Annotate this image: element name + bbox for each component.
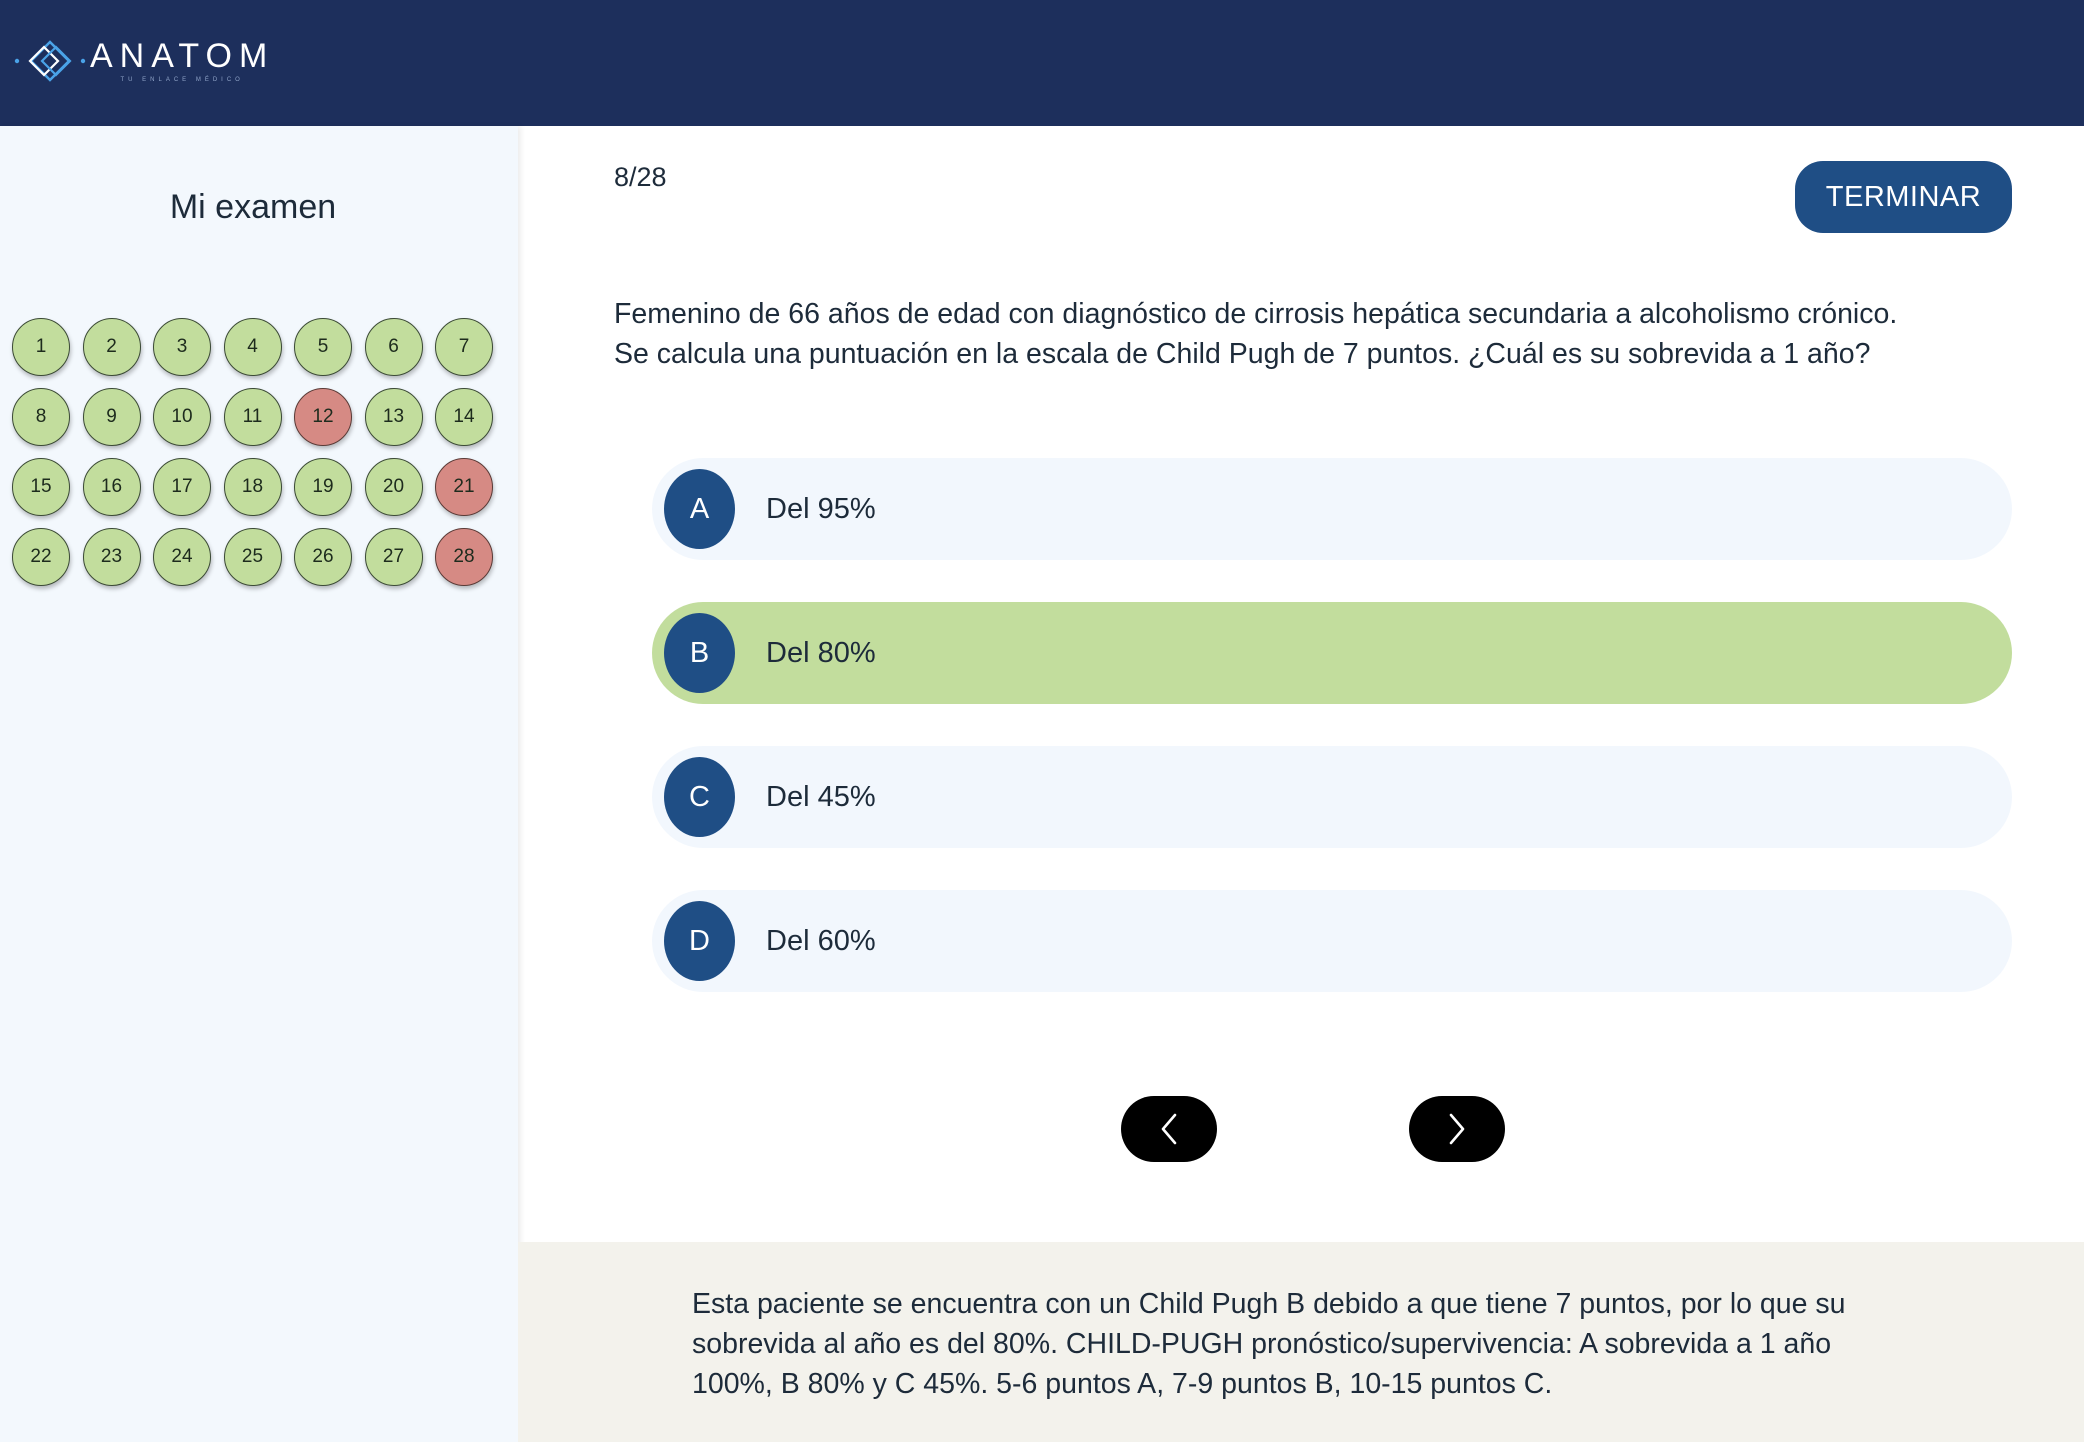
logo-tagline: TU ENLACE MÉDICO bbox=[120, 77, 244, 83]
explanation-line: sobrevida al año es del 80%. CHILD-PUGH … bbox=[692, 1328, 1832, 1360]
question-number-5[interactable]: 5 bbox=[294, 318, 352, 376]
question-number-2[interactable]: 2 bbox=[82, 318, 141, 376]
explanation-panel: Esta paciente se encuentra con un Child … bbox=[518, 1242, 2084, 1442]
question-counter: 8/28 bbox=[614, 162, 667, 192]
question-number-4[interactable]: 4 bbox=[223, 318, 282, 376]
question-number-6[interactable]: 6 bbox=[364, 318, 423, 376]
question-number-9[interactable]: 9 bbox=[82, 388, 141, 446]
option-letter-badge: D bbox=[664, 901, 735, 981]
option-label: Del 60% bbox=[766, 924, 876, 957]
question-number-19[interactable]: 19 bbox=[294, 458, 352, 516]
previous-question-button[interactable] bbox=[1121, 1096, 1217, 1162]
anatom-logo[interactable]: ANATOM TU ENLACE MÉDICO bbox=[14, 38, 274, 84]
option-label: Del 45% bbox=[766, 780, 876, 813]
question-number-14[interactable]: 14 bbox=[435, 388, 493, 446]
question-number-13[interactable]: 13 bbox=[364, 388, 423, 446]
logo-wordmark: ANATOM TU ENLACE MÉDICO bbox=[90, 38, 274, 84]
question-number-24[interactable]: 24 bbox=[153, 528, 211, 586]
question-number-28[interactable]: 28 bbox=[435, 528, 493, 586]
question-number-18[interactable]: 18 bbox=[223, 458, 282, 516]
option-letter-badge: A bbox=[664, 469, 735, 549]
question-number-8[interactable]: 8 bbox=[12, 388, 70, 446]
explanation-line: Esta paciente se encuentra con un Child … bbox=[692, 1288, 1846, 1320]
finish-exam-button[interactable]: TERMINAR bbox=[1795, 161, 2012, 233]
option-a[interactable]: A Del 95% bbox=[652, 458, 2012, 560]
app-header: ANATOM TU ENLACE MÉDICO bbox=[0, 0, 2084, 126]
question-number-22[interactable]: 22 bbox=[12, 528, 70, 586]
explanation-text: Esta paciente se encuentra con un Child … bbox=[692, 1284, 1992, 1404]
option-letter-badge: C bbox=[664, 757, 735, 837]
question-text: Femenino de 66 años de edad con diagnóst… bbox=[614, 294, 2034, 374]
option-c[interactable]: C Del 45% bbox=[652, 746, 2012, 848]
logo-text: ANATOM bbox=[90, 37, 275, 75]
question-number-17[interactable]: 17 bbox=[153, 458, 211, 516]
question-number-26[interactable]: 26 bbox=[294, 528, 352, 586]
question-number-11[interactable]: 11 bbox=[223, 388, 282, 446]
option-letter-badge: B bbox=[664, 613, 735, 693]
option-b[interactable]: B Del 80% bbox=[652, 602, 2012, 704]
option-label: Del 80% bbox=[766, 636, 876, 669]
chevron-left-icon bbox=[1161, 1113, 1177, 1145]
answer-options: A Del 95% B Del 80% C Del 45% D Del 60% bbox=[652, 458, 2012, 1034]
diamond-logo-icon bbox=[14, 40, 86, 82]
question-number-7[interactable]: 7 bbox=[435, 318, 493, 376]
question-number-21[interactable]: 21 bbox=[435, 458, 493, 516]
question-number-15[interactable]: 15 bbox=[12, 458, 70, 516]
question-line: Femenino de 66 años de edad con diagnóst… bbox=[614, 298, 1898, 330]
sidebar-title: Mi examen bbox=[169, 188, 337, 226]
question-number-3[interactable]: 3 bbox=[153, 318, 211, 376]
question-number-12[interactable]: 12 bbox=[294, 388, 352, 446]
question-navigator: 1 2 3 4 5 6 7 8 9 10 11 12 13 14 15 16 17 18 19 20 21 22 23 24 2… bbox=[12, 318, 493, 586]
question-number-27[interactable]: 27 bbox=[364, 528, 423, 586]
question-number-20[interactable]: 20 bbox=[364, 458, 423, 516]
question-number-25[interactable]: 25 bbox=[223, 528, 282, 586]
question-number-1[interactable]: 1 bbox=[12, 318, 70, 376]
question-number-16[interactable]: 16 bbox=[82, 458, 141, 516]
next-question-button[interactable] bbox=[1409, 1096, 1505, 1162]
exam-sidebar: Mi examen 1 2 3 4 5 6 7 8 9 10 11 12 13 14 15 16 17 18 19 2… bbox=[0, 126, 518, 1442]
option-d[interactable]: D Del 60% bbox=[652, 890, 2012, 992]
question-line: Se calcula una puntuación en la escala d… bbox=[614, 338, 1871, 370]
question-number-10[interactable]: 10 bbox=[153, 388, 211, 446]
explanation-line: 100%, B 80% y C 45%. 5-6 puntos A, 7-9 p… bbox=[692, 1368, 1553, 1400]
chevron-right-icon bbox=[1449, 1113, 1465, 1145]
question-number-23[interactable]: 23 bbox=[82, 528, 141, 586]
option-label: Del 95% bbox=[766, 492, 876, 525]
